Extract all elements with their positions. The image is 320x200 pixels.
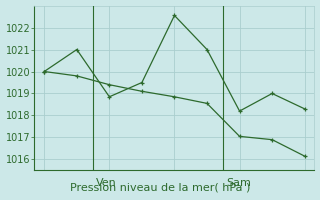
Text: Ven: Ven xyxy=(96,178,117,188)
Text: Pression niveau de la mer( hPa ): Pression niveau de la mer( hPa ) xyxy=(70,182,250,192)
Text: Sam: Sam xyxy=(227,178,252,188)
